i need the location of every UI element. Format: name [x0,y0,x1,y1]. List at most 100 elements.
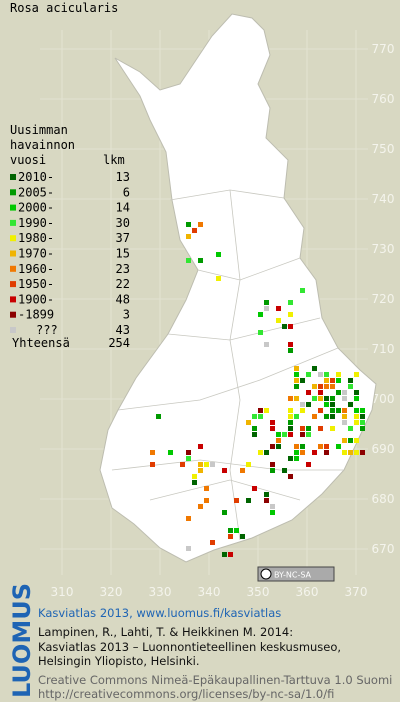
observation-square [210,462,215,467]
observation-square [270,444,275,449]
observation-square [354,420,359,425]
observation-square [198,468,203,473]
observation-square [294,414,299,419]
observation-square [258,330,263,335]
x-tick-label: 310 [51,585,74,599]
observation-square [198,222,203,227]
observation-square [318,372,323,377]
legend-count: 14 [116,201,130,215]
observation-square [270,468,275,473]
observation-square [270,420,275,425]
observation-square [288,414,293,419]
legend-count: 6 [123,185,130,199]
observation-square [294,372,299,377]
observation-square [198,504,203,509]
observation-square [324,384,329,389]
observation-square [330,402,335,407]
observation-square [288,396,293,401]
observation-square [300,426,305,431]
legend-label: 1900- [18,292,54,306]
y-tick-label: 710 [372,342,395,356]
observation-square [336,408,341,413]
legend-swatch [10,174,16,180]
citation-line: Helsingin Yliopisto, Helsinki. [38,654,200,668]
y-tick-label: 670 [372,542,395,556]
observation-square [354,390,359,395]
observation-square [168,450,173,455]
observation-square [228,552,233,557]
observation-square [186,258,191,263]
footer-link[interactable]: Kasviatlas 2013, www.luomus.fi/kasviatla… [38,606,281,620]
observation-square [180,462,185,467]
license-line[interactable]: http://creativecommons.org/licenses/by-n… [38,687,334,701]
observation-square [258,312,263,317]
observation-square [330,378,335,383]
legend-count: 3 [123,308,130,322]
observation-square [294,378,299,383]
observation-square [348,378,353,383]
observation-square [294,396,299,401]
observation-square [294,444,299,449]
observation-square [288,348,293,353]
observation-square [264,408,269,413]
observation-square [288,408,293,413]
observation-square [294,456,299,461]
observation-square [210,540,215,545]
legend-swatch [10,189,16,196]
legend-swatch [10,327,16,333]
observation-square [294,450,299,455]
observation-square [342,420,347,425]
observation-square [282,468,287,473]
legend-label: 2000- [18,201,54,215]
observation-square [324,396,329,401]
legend-heading: havainnon [10,138,75,152]
observation-square [288,324,293,329]
observation-square [342,390,347,395]
observation-square [300,378,305,383]
observation-square [246,420,251,425]
observation-square [222,510,227,515]
observation-square [186,456,191,461]
legend-swatch [10,219,16,226]
y-tick-label: 720 [372,292,395,306]
observation-square [324,378,329,383]
legend-label: 1950- [18,277,54,291]
observation-square [252,414,257,419]
observation-square [282,324,287,329]
legend-count: 13 [116,170,130,184]
observation-square [354,408,359,413]
observation-square [258,450,263,455]
observation-square [306,432,311,437]
observation-square [276,318,281,323]
observation-square [342,450,347,455]
citation-line: Lampinen, R., Lahti, T. & Heikkinen M. 2… [38,625,293,639]
observation-square [264,498,269,503]
observation-square [300,432,305,437]
observation-square [324,450,329,455]
observation-square [348,450,353,455]
observation-square [312,384,317,389]
observation-square [330,426,335,431]
observation-square [306,390,311,395]
observation-square [216,276,221,281]
observation-square [234,498,239,503]
license-line: Creative Commons Nimeä-Epäkaupallinen-Ta… [38,673,392,687]
x-tick-label: 320 [100,585,123,599]
observation-square [264,342,269,347]
legend-count: 37 [116,231,130,245]
observation-square [186,546,191,551]
observation-square [300,444,305,449]
observation-square [186,234,191,239]
observation-square [342,438,347,443]
observation-square [246,462,251,467]
legend-swatch [10,250,16,257]
observation-square [264,300,269,305]
x-tick-label: 370 [345,585,368,599]
observation-square [336,390,341,395]
observation-square [228,534,233,539]
observation-square [288,426,293,431]
legend-label: 1970- [18,247,54,261]
observation-square [264,492,269,497]
legend-label: ??? [36,323,58,337]
